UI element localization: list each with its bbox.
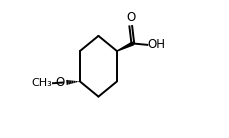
Text: OH: OH xyxy=(147,38,165,51)
Text: O: O xyxy=(55,76,64,89)
Text: CH₃: CH₃ xyxy=(32,78,52,88)
Polygon shape xyxy=(117,42,133,51)
Text: O: O xyxy=(125,11,135,24)
